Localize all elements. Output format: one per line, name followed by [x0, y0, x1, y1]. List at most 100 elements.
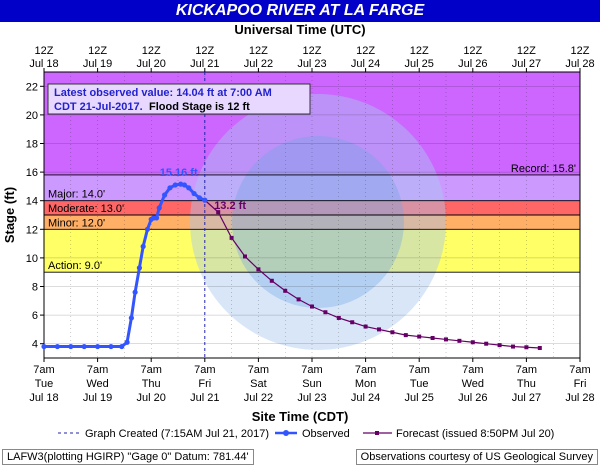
observed-point [41, 343, 47, 350]
legend-created-label: Graph Created (7:15AM Jul 21, 2017) [85, 428, 269, 440]
forecast-point [216, 210, 221, 215]
forecast-point [457, 338, 462, 343]
bottom-tick-time: 7am [569, 364, 590, 376]
forecast-point [403, 333, 408, 338]
bottom-tick-date: Jul 20 [137, 392, 166, 404]
forecast-line [204, 199, 540, 349]
observed-point [162, 192, 168, 198]
top-tick-hour: 12Z [410, 45, 429, 57]
latest-value-text: Latest observed value: 14.04 ft at 7:00 … [54, 87, 272, 99]
forecast-point [269, 278, 274, 283]
top-tick-date: Jul 28 [565, 58, 594, 70]
threshold-label: Action: 9.0' [48, 260, 102, 272]
forecast-point [390, 330, 395, 335]
bottom-tick-date: Jul 24 [351, 392, 380, 404]
y-tick-label: 16 [26, 167, 38, 179]
top-tick-date: Jul 18 [29, 58, 58, 70]
forecast-point [497, 343, 502, 348]
bottom-tick-day: Fri [574, 378, 587, 390]
latest-value-date: CDT 21-Jul-2017. [54, 101, 143, 113]
latest-value-box [47, 83, 311, 115]
observed-point [128, 315, 134, 321]
top-tick-date: Jul 21 [190, 58, 219, 70]
bottom-tick-time: 7am [355, 364, 376, 376]
observed-point [136, 265, 143, 271]
forecast-start-label: 13.2 ft [214, 200, 246, 212]
observed-point [167, 185, 173, 191]
observed-point [153, 215, 160, 221]
forecast-point [243, 254, 247, 259]
bottom-tick-time: 7am [516, 364, 537, 376]
top-tick-hour: 12Z [88, 45, 107, 57]
y-tick-label: 4 [32, 339, 38, 351]
forecast-point [310, 304, 314, 309]
bottom-tick-time: 7am [462, 364, 483, 376]
observed-point [140, 243, 146, 250]
bottom-tick-date: Jul 21 [190, 392, 219, 404]
forecast-point [444, 337, 448, 342]
bottom-tick-day: Fri [198, 378, 211, 390]
observed-point [124, 339, 130, 345]
title-bar: KICKAPOO RIVER AT LA FARGE [0, 0, 600, 22]
forecast-point [229, 235, 234, 240]
observed-point [202, 197, 208, 203]
datum-note: LAFW3(plotting HGIRP) "Gage 0" Datum: 78… [2, 449, 254, 465]
threshold-label: Major: 14.0' [48, 189, 105, 201]
forecast-point [511, 344, 515, 349]
chart-title: KICKAPOO RIVER AT LA FARGE [175, 2, 425, 19]
observed-point [144, 226, 151, 232]
observed-point [95, 343, 101, 350]
bottom-tick-time: 7am [248, 364, 269, 376]
forecast-point [363, 324, 368, 329]
observed-point [186, 185, 192, 191]
top-tick-date: Jul 19 [83, 58, 112, 70]
bottom-tick-date: Jul 27 [512, 392, 541, 404]
top-tick-date: Jul 20 [137, 58, 166, 70]
x-axis-title: Site Time (CDT) [252, 409, 349, 424]
observed-point [119, 343, 125, 350]
top-tick-hour: 12Z [463, 45, 482, 57]
agency-seal-inner-watermark [232, 136, 404, 308]
top-tick-hour: 12Z [303, 45, 322, 57]
legend-observed-label: Observed [302, 428, 350, 440]
bottom-tick-day: Thu [142, 378, 161, 390]
bottom-tick-date: Jul 25 [405, 392, 434, 404]
bottom-tick-date: Jul 18 [29, 392, 58, 404]
peak-label: 15.16 ft [160, 167, 198, 179]
agency-seal-watermark [190, 94, 446, 350]
bottom-tick-date: Jul 26 [458, 392, 487, 404]
bottom-tick-time: 7am [33, 364, 54, 376]
forecast-point [336, 315, 341, 320]
threshold-label: Record: 15.8' [511, 163, 576, 175]
bottom-tick-time: 7am [194, 364, 215, 376]
observed-point [156, 205, 162, 211]
observed-point [81, 343, 87, 350]
bottom-tick-day: Sat [250, 378, 267, 390]
observed-point [108, 343, 114, 350]
forecast-point [417, 334, 422, 339]
forecast-point [484, 341, 489, 346]
bottom-tick-day: Mon [355, 378, 376, 390]
observed-point [191, 190, 197, 197]
y-tick-label: 8 [32, 282, 38, 294]
bottom-tick-time: 7am [408, 364, 429, 376]
observed-point [181, 182, 188, 188]
top-tick-date: Jul 25 [405, 58, 434, 70]
y-tick-label: 6 [32, 310, 38, 322]
y-tick-label: 20 [26, 110, 38, 122]
legend-forecast-marker [375, 431, 379, 435]
legend-forecast-label: Forecast (issued 8:50PM Jul 20) [396, 428, 554, 440]
bottom-tick-date: Jul 19 [83, 392, 112, 404]
source-credit: Observations courtesy of US Geological S… [355, 449, 598, 465]
forecast-point [537, 345, 542, 350]
top-tick-hour: 12Z [142, 45, 161, 57]
observed-point [68, 343, 74, 350]
bottom-tick-date: Jul 23 [297, 392, 326, 404]
bottom-tick-day: Tue [35, 378, 54, 390]
top-tick-date: Jul 24 [351, 58, 380, 70]
forecast-point [283, 288, 288, 293]
forecast-point [350, 320, 355, 325]
top-tick-hour: 12Z [571, 45, 590, 57]
